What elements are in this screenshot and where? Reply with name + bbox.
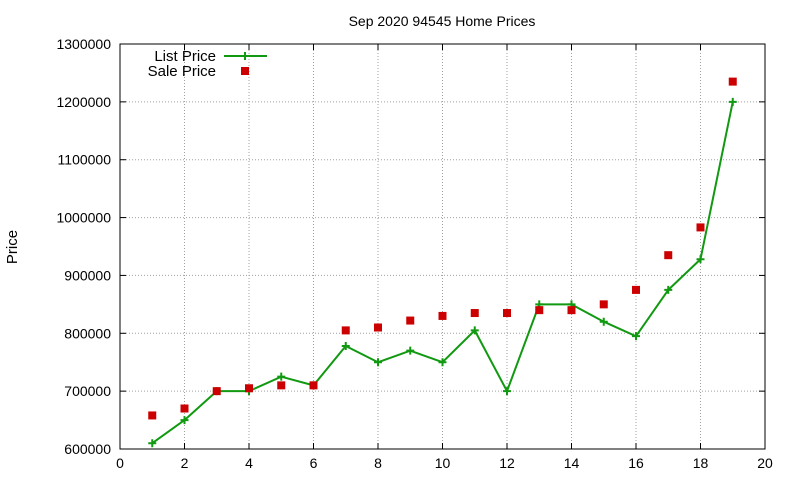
y-tick-label: 800000 — [64, 325, 111, 341]
sale-price-point — [180, 404, 189, 413]
x-tick-label: 18 — [693, 455, 709, 471]
x-tick-label: 20 — [757, 455, 773, 471]
list-price-point — [341, 342, 350, 351]
list-price-point — [406, 346, 415, 355]
sale-price-point — [503, 309, 511, 318]
grid — [120, 44, 765, 449]
sale-price-point — [599, 300, 608, 309]
sale-price-point — [374, 323, 382, 332]
list-price-point — [374, 358, 382, 367]
list-price-point — [632, 332, 640, 341]
sale-price-point — [406, 316, 415, 325]
sale-price-point — [567, 306, 576, 315]
plot-frame — [119, 43, 766, 450]
list-price-point — [180, 416, 189, 425]
list-price-point — [696, 255, 705, 264]
x-tick-label: 12 — [499, 455, 515, 471]
sale-price-point — [470, 309, 479, 318]
x-tick-label: 10 — [435, 455, 451, 471]
sale-price-point — [535, 306, 544, 315]
y-tick-label: 700000 — [64, 383, 111, 399]
y-tick-label: 1000000 — [56, 210, 111, 226]
sale-price-point — [728, 77, 737, 86]
series-layer — [148, 77, 737, 448]
y-tick-label: 1300000 — [56, 36, 111, 52]
x-tick-label: 6 — [310, 455, 318, 471]
list-price-point — [438, 358, 447, 367]
sale-price-point — [341, 326, 350, 335]
y-tick-label: 1200000 — [56, 94, 111, 110]
list-price-point — [277, 372, 286, 381]
x-tick-label: 8 — [374, 455, 382, 471]
sale-price-point — [277, 381, 286, 390]
legend-label-list-price: List Price — [154, 48, 216, 65]
sale-price-point — [664, 251, 673, 260]
list-price-point — [728, 97, 737, 106]
sale-price-point — [438, 311, 447, 320]
x-tick-label: 0 — [116, 455, 124, 471]
legend-label-sale-price: Sale Price — [148, 63, 216, 80]
sale-price-point — [632, 285, 640, 294]
y-tick-label: 1100000 — [58, 152, 112, 168]
sale-price-point — [696, 223, 705, 232]
x-tick-label: 4 — [245, 455, 253, 471]
axis-ticks: 0 2 4 6 8 10 12 14 16 18 20 600000 700000 800000 90000… — [56, 36, 773, 471]
legend-marker-list-price — [241, 52, 249, 60]
y-tick-label: 600000 — [64, 441, 111, 457]
y-axis-label: Price — [4, 230, 21, 264]
chart-title: Sep 2020 94545 Home Prices — [349, 13, 536, 29]
x-tick-label: 14 — [564, 455, 580, 471]
y-tick-label: 900000 — [64, 267, 111, 283]
x-tick-label: 2 — [181, 455, 189, 471]
list-price-point — [664, 285, 673, 294]
sale-price-point — [148, 411, 157, 420]
list-price-point — [599, 317, 608, 326]
legend-marker-sale-price — [241, 67, 249, 75]
list-price-point — [470, 326, 479, 335]
list-price-point — [503, 387, 511, 396]
sale-price-point — [309, 381, 318, 390]
sale-price-point — [245, 384, 253, 393]
list-price-point — [148, 439, 157, 448]
x-tick-label: 16 — [628, 455, 644, 471]
sale-price-point — [212, 387, 221, 396]
